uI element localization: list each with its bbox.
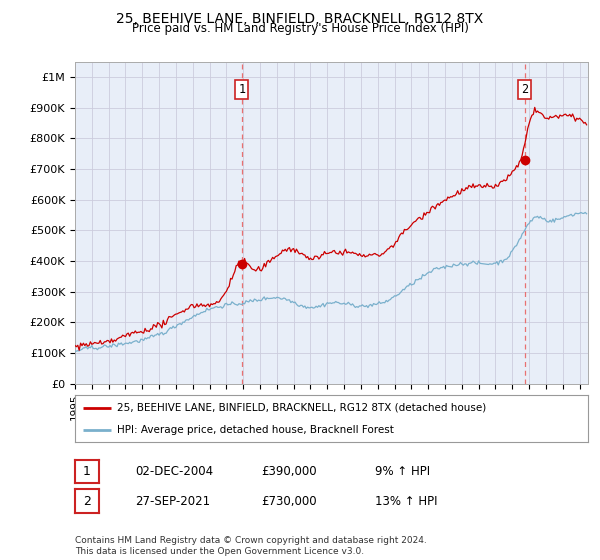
Text: £730,000: £730,000 bbox=[261, 494, 317, 508]
Text: £390,000: £390,000 bbox=[261, 465, 317, 478]
Text: 2: 2 bbox=[83, 494, 91, 508]
Text: 13% ↑ HPI: 13% ↑ HPI bbox=[375, 494, 437, 508]
Text: 25, BEEHIVE LANE, BINFIELD, BRACKNELL, RG12 8TX: 25, BEEHIVE LANE, BINFIELD, BRACKNELL, R… bbox=[116, 12, 484, 26]
Text: Contains HM Land Registry data © Crown copyright and database right 2024.
This d: Contains HM Land Registry data © Crown c… bbox=[75, 536, 427, 556]
Text: 9% ↑ HPI: 9% ↑ HPI bbox=[375, 465, 430, 478]
Text: HPI: Average price, detached house, Bracknell Forest: HPI: Average price, detached house, Brac… bbox=[117, 424, 394, 435]
Text: 2: 2 bbox=[521, 83, 529, 96]
Text: Price paid vs. HM Land Registry's House Price Index (HPI): Price paid vs. HM Land Registry's House … bbox=[131, 22, 469, 35]
Text: 1: 1 bbox=[83, 465, 91, 478]
Text: 02-DEC-2004: 02-DEC-2004 bbox=[135, 465, 213, 478]
Text: 1: 1 bbox=[238, 83, 245, 96]
Text: 25, BEEHIVE LANE, BINFIELD, BRACKNELL, RG12 8TX (detached house): 25, BEEHIVE LANE, BINFIELD, BRACKNELL, R… bbox=[117, 403, 487, 413]
Text: 27-SEP-2021: 27-SEP-2021 bbox=[135, 494, 210, 508]
